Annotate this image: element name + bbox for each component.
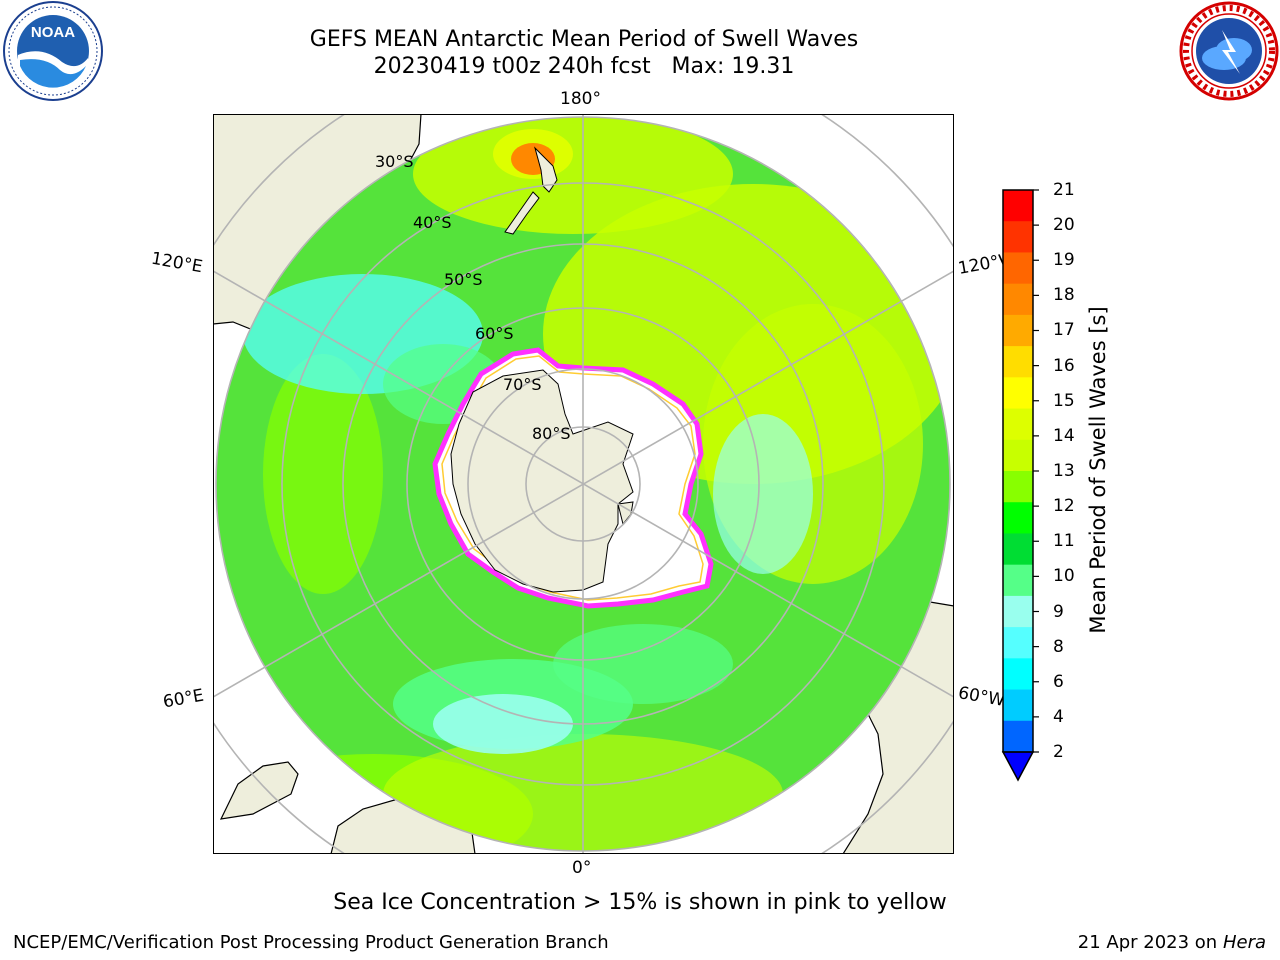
- new-zealand-land: [504, 146, 558, 235]
- colorbar-segment: [1003, 252, 1033, 285]
- colorbar-segment: [1003, 658, 1033, 691]
- antarctica-land: [450, 369, 634, 593]
- colorbar-tick: 6: [1053, 672, 1064, 692]
- colorbar-segment: [1003, 377, 1033, 410]
- lon-label-60e: 60°E: [161, 685, 206, 713]
- colorbar-tick: 15: [1053, 391, 1075, 411]
- footer-date-text: 21 Apr 2023 on: [1077, 932, 1223, 953]
- colorbar-segment: [1003, 720, 1033, 753]
- lon-label-180: 180°: [560, 89, 601, 109]
- sea-ice-edge-inner: [441, 355, 704, 601]
- footer-date: 21 Apr 2023 on Hera: [1078, 932, 1266, 953]
- colorbar-tick: 13: [1053, 461, 1075, 481]
- graticule: [213, 114, 954, 854]
- lon-label-120e: 120°E: [149, 248, 205, 278]
- chart-subtitle: 20230419 t00z 240h fcst Max: 19.31: [373, 54, 795, 79]
- colorbar-segment: [1003, 471, 1033, 503]
- chart-title: GEFS MEAN Antarctic Mean Period of Swell…: [309, 27, 859, 52]
- colorbar-tick: 4: [1053, 707, 1064, 727]
- footer-credit: NCEP/EMC/Verification Post Processing Pr…: [13, 932, 609, 953]
- lat-label-80s: 80°S: [532, 424, 571, 443]
- colorbar-segment: [1003, 314, 1033, 347]
- sea-ice-note: Sea Ice Concentration > 15% is shown in …: [333, 890, 947, 915]
- colorbar-tick: 2: [1053, 742, 1064, 762]
- lat-label-40s: 40°S: [413, 213, 452, 232]
- footer-host: Hera: [1222, 932, 1266, 953]
- colorbar-tick: 21: [1053, 180, 1075, 200]
- colorbar: [1001, 189, 1039, 782]
- colorbar-tick: 18: [1053, 285, 1075, 305]
- colorbar-tick: 19: [1053, 250, 1075, 270]
- nws-logo-icon: [1179, 1, 1279, 101]
- colorbar-segment: [1003, 190, 1033, 222]
- colorbar-segment: [1003, 533, 1033, 566]
- noaa-logo-text: NOAA: [31, 24, 75, 41]
- colorbar-label: Mean Period of Swell Waves [s]: [1086, 306, 1110, 634]
- colorbar-segment: [1003, 689, 1033, 722]
- colorbar-segment: [1003, 502, 1033, 534]
- lat-label-50s: 50°S: [444, 270, 483, 289]
- map-panel: [213, 114, 954, 854]
- colorbar-tick: 11: [1053, 531, 1075, 551]
- colorbar-segment: [1003, 595, 1033, 628]
- colorbar-segment: [1003, 283, 1033, 316]
- lat-label-30s: 30°S: [375, 152, 414, 171]
- colorbar-segment: [1003, 221, 1033, 253]
- colorbar-tick: 16: [1053, 356, 1075, 376]
- colorbar-segment: [1003, 564, 1033, 597]
- colorbar-segment: [1003, 627, 1033, 659]
- colorbar-tick: 17: [1053, 320, 1075, 340]
- colorbar-tick: 10: [1053, 566, 1075, 586]
- colorbar-tick: 14: [1053, 426, 1075, 446]
- colorbar-tick: 9: [1053, 602, 1064, 622]
- colorbar-tick: 12: [1053, 496, 1075, 516]
- colorbar-segment: [1003, 439, 1033, 472]
- lat-label-70s: 70°S: [503, 375, 542, 394]
- madagascar-land: [219, 761, 299, 820]
- colorbar-tick: 8: [1053, 637, 1064, 657]
- lat-label-60s: 60°S: [475, 324, 514, 343]
- colorbar-tick: 20: [1053, 215, 1075, 235]
- colorbar-segment: [1003, 346, 1033, 378]
- lon-label-0: 0°: [572, 858, 592, 878]
- noaa-logo-icon: NOAA: [3, 1, 103, 101]
- colorbar-segment: [1003, 408, 1033, 441]
- colorbar-extend-arrow: [1001, 751, 1035, 782]
